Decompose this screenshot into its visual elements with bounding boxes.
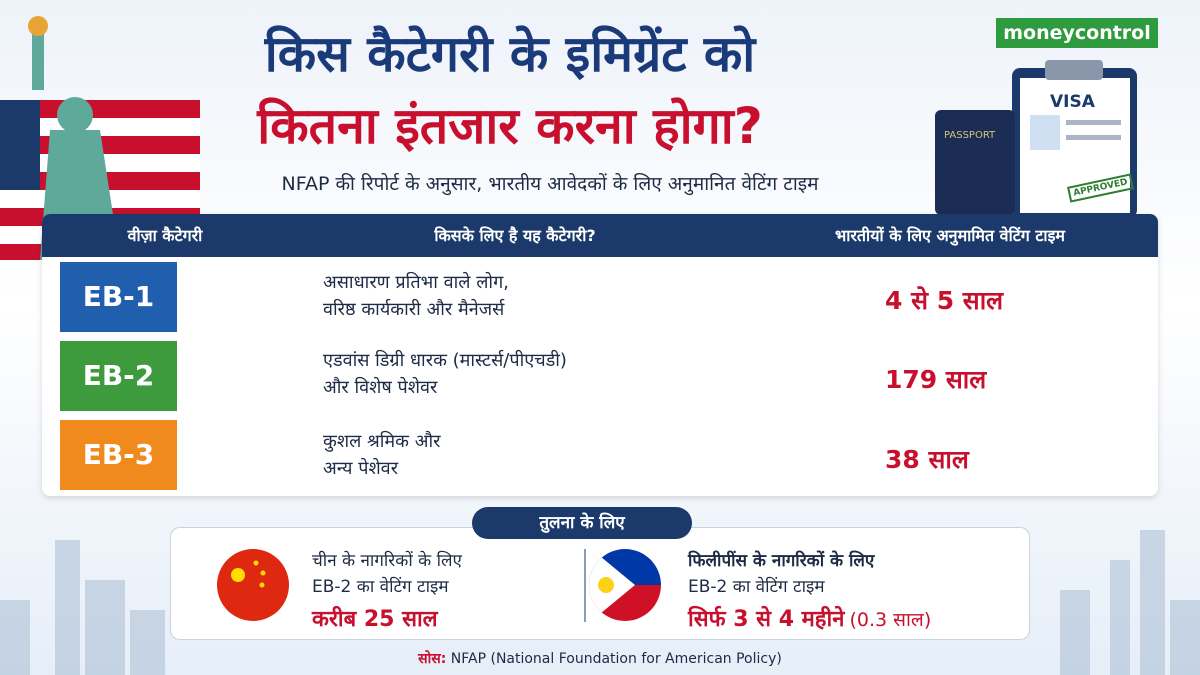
text-line: EB-2 का वेटिंग टाइम xyxy=(688,577,825,597)
waiting-time: 179 साल xyxy=(885,365,987,394)
text-line: एडवांस डिग्री धारक (मास्टर्स/पीएचडी) xyxy=(323,350,567,371)
comparison-flags xyxy=(217,549,661,622)
visa-clipboard xyxy=(935,60,1137,218)
logo: moneycontrol xyxy=(996,18,1158,48)
title-line: किस कैटेगरी के इमिग्रेंट को xyxy=(264,25,756,83)
waiting-time: 38 साल xyxy=(885,445,969,474)
china-flag xyxy=(217,549,289,621)
text-line: वरिष्ठ कार्यकारी और मैनेजर्स xyxy=(323,299,505,320)
text-line: कुशल श्रमिक और xyxy=(323,431,441,452)
table-header: वीज़ा कैटेगरी xyxy=(42,214,288,257)
source-text: NFAP (National Foundation for American P… xyxy=(450,651,782,667)
comparison-time: करीब 25 साल xyxy=(312,607,438,632)
passport-label: PASSPORT xyxy=(944,130,996,141)
text-line: और विशेष पेशेवर xyxy=(323,377,438,398)
comparison-text: चीन के नागरिकों के लिए EB-2 का वेटिंग टाइ… xyxy=(312,548,462,600)
table xyxy=(42,214,1158,496)
text-line: अन्य पेशेवर xyxy=(323,458,399,479)
source: सोस: NFAP (National Foundation for Ameri… xyxy=(300,649,900,668)
text-line: असाधारण प्रतिभा वाले लोग, xyxy=(323,272,509,293)
comparison-label: तुलना के लिए xyxy=(472,507,692,539)
table-header: किसके लिए है यह कैटेगरी? xyxy=(288,214,742,257)
description: असाधारण प्रतिभा वाले लोग, वरिष्ठ कार्यकार… xyxy=(323,269,733,323)
source-label: सोस: xyxy=(418,651,447,667)
text-line: EB-2 का वेटिंग टाइम xyxy=(312,577,449,597)
category-badge: EB-3 xyxy=(60,420,177,490)
waiting-time: 4 से 5 साल xyxy=(885,286,1004,315)
time-note: (0.3 साल) xyxy=(849,609,932,631)
description: एडवांस डिग्री धारक (मास्टर्स/पीएचडी) और व… xyxy=(323,347,733,401)
comparison-time: सिर्फ 3 से 4 महीने (0.3 साल) xyxy=(688,603,931,633)
table-header: भारतीयों के लिए अनुमामित वेटिंग टाइम xyxy=(742,214,1158,257)
text-line: चीन के नागरिकों के लिए xyxy=(312,551,462,571)
comparison-text: फिलीपींस के नागरिकों के लिए EB-2 का वेटिं… xyxy=(688,548,874,600)
category-badge: EB-1 xyxy=(60,262,177,332)
text-line: फिलीपींस के नागरिकों के लिए xyxy=(688,551,875,571)
skyline xyxy=(0,530,1200,675)
category-badge: EB-2 xyxy=(60,341,177,411)
time-text: सिर्फ 3 से 4 महीने xyxy=(688,607,845,632)
title-line: कितना इंतजार करना होगा? xyxy=(257,97,763,155)
philippines-flag xyxy=(589,549,661,621)
visa-label: VISA xyxy=(1050,92,1095,112)
subtitle: NFAP की रिपोर्ट के अनुसार, भारतीय आवेदको… xyxy=(281,173,819,195)
description: कुशल श्रमिक और अन्य पेशेवर xyxy=(323,428,733,482)
